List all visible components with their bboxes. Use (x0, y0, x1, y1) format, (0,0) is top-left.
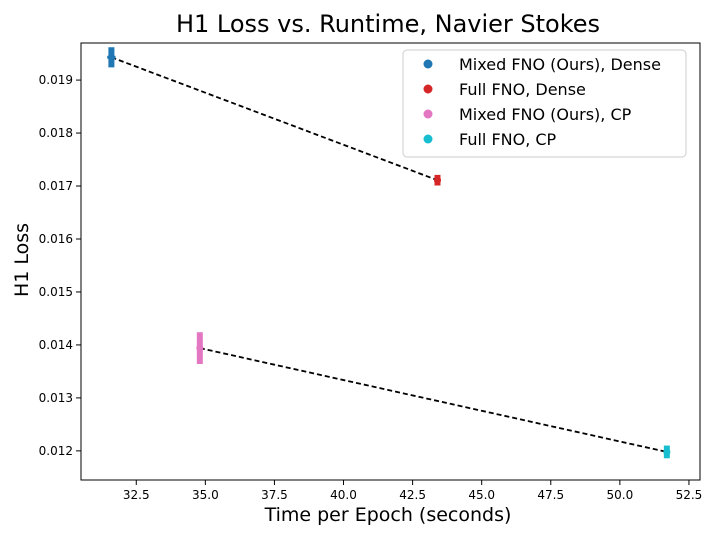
y-axis-ticks: 0.012 0.013 0.014 0.015 0.016 0.017 0.018 0.019 (39, 73, 81, 458)
legend-entry: Full FNO, CP (459, 130, 557, 149)
dashed-connector-line (199, 347, 668, 453)
x-axis-label: Time per Epoch (seconds) (264, 504, 512, 526)
x-axis-ticks: 32.5 35.0 37.5 40.0 42.5 45.0 47.5 50.0 52.5 (123, 480, 702, 502)
legend: Mixed FNO (Ours), Dense Full FNO, Dense Mi… (402, 49, 687, 158)
data-point (107, 53, 115, 61)
connector-lines (111, 56, 668, 453)
y-tick-label: 0.018 (39, 126, 73, 140)
y-tick-label: 0.014 (39, 338, 73, 352)
legend-entry: Full FNO, Dense (459, 80, 586, 99)
y-tick-label: 0.017 (39, 179, 73, 193)
legend-entry: Mixed FNO (Ours), Dense (459, 55, 661, 74)
plot-frame (80, 42, 701, 481)
legend-marker (423, 84, 433, 94)
data-point-group (107, 47, 116, 68)
y-tick-label: 0.015 (39, 285, 73, 299)
data-point (196, 344, 204, 352)
chart-title: H1 Loss vs. Runtime, Navier Stokes (176, 10, 600, 38)
legend-marker (423, 109, 433, 119)
data-point-group (196, 332, 204, 364)
data-point (433, 176, 441, 184)
legend-marker (423, 134, 433, 144)
x-tick-label: 47.5 (537, 488, 564, 502)
y-tick-label: 0.016 (39, 232, 73, 246)
x-tick-label: 52.5 (676, 488, 703, 502)
x-tick-label: 37.5 (261, 488, 288, 502)
data-point-group (663, 445, 671, 459)
y-tick-label: 0.013 (39, 391, 73, 405)
x-tick-label: 40.0 (330, 488, 357, 502)
plot-area (80, 42, 701, 481)
x-tick-label: 42.5 (399, 488, 426, 502)
x-tick-label: 50.0 (607, 488, 634, 502)
data-point (663, 448, 671, 456)
y-tick-label: 0.019 (39, 73, 73, 87)
y-tick-label: 0.012 (39, 444, 73, 458)
x-tick-label: 35.0 (192, 488, 219, 502)
legend-marker (423, 59, 433, 69)
legend-entry: Mixed FNO (Ours), CP (459, 105, 632, 124)
y-axis-label: H1 Loss (11, 223, 33, 297)
legend-box (402, 49, 687, 158)
dashed-connector-line (111, 56, 438, 182)
data-points (107, 47, 671, 459)
data-point-group (433, 174, 441, 186)
x-tick-label: 45.0 (468, 488, 495, 502)
x-tick-label: 32.5 (123, 488, 150, 502)
